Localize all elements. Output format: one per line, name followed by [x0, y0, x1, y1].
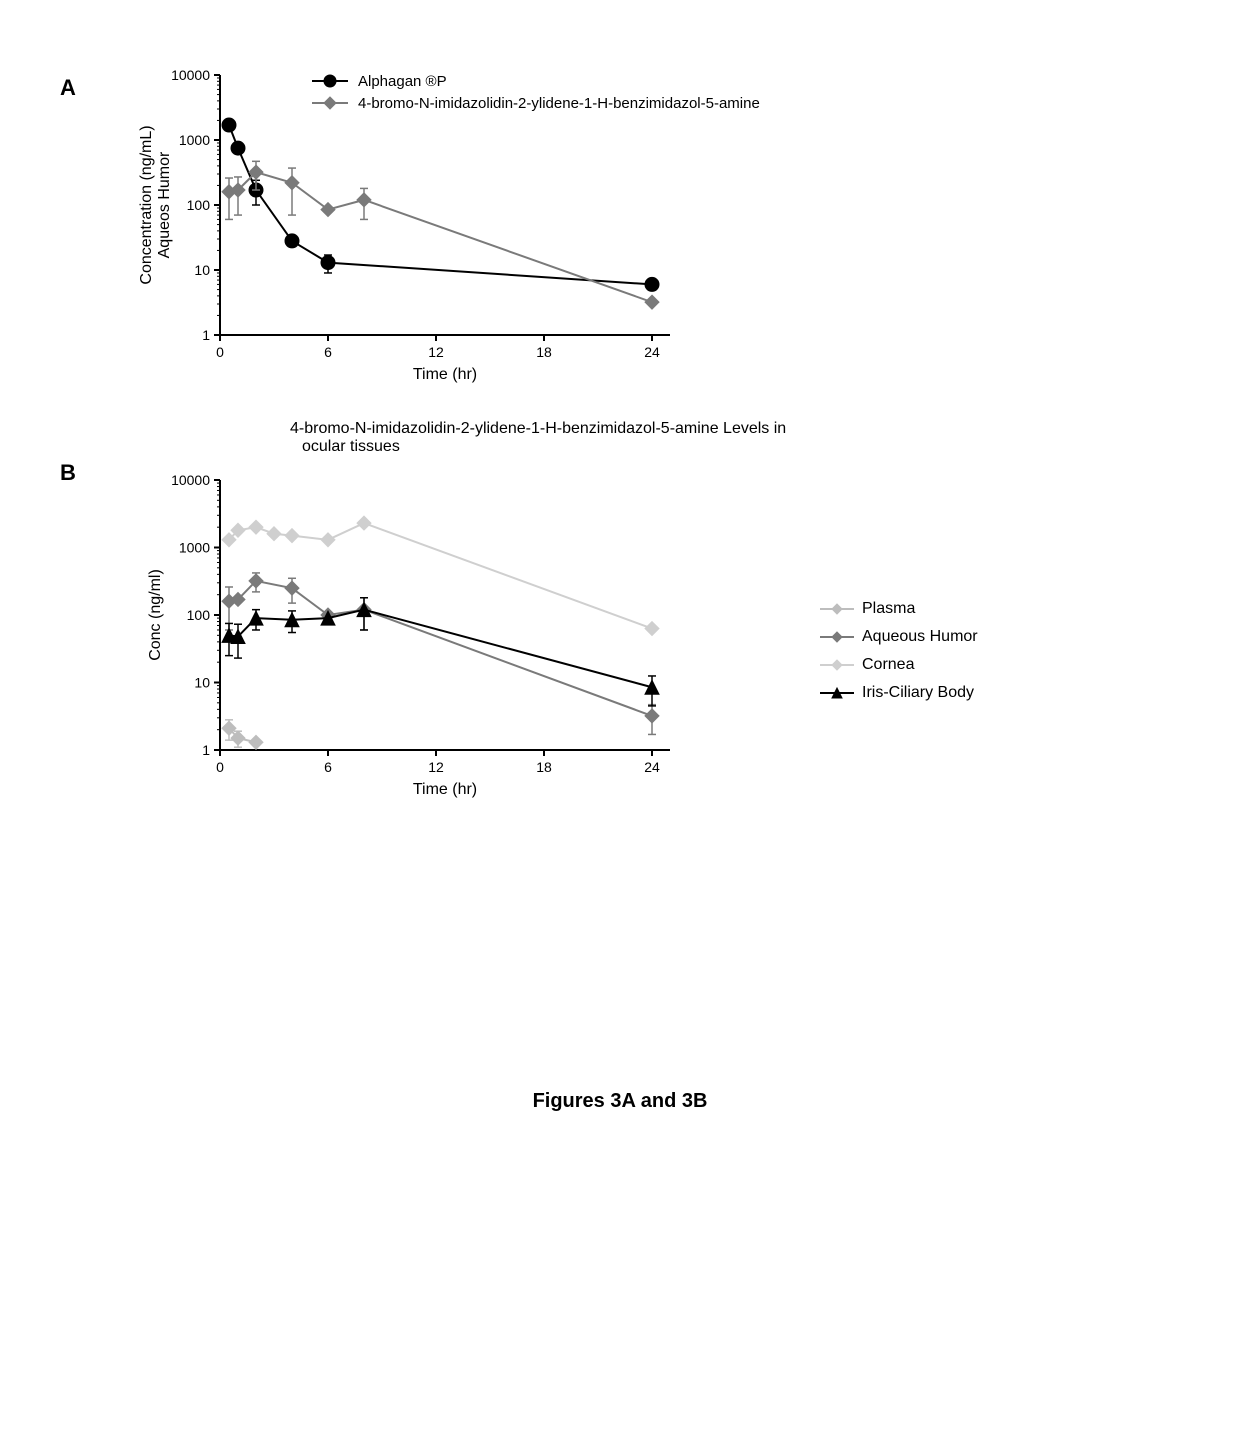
panel-a-label: A — [60, 75, 76, 101]
svg-text:10000: 10000 — [171, 472, 210, 488]
svg-text:Conc (ng/ml): Conc (ng/ml) — [147, 569, 164, 661]
svg-text:18: 18 — [536, 759, 552, 775]
svg-text:Time (hr): Time (hr) — [413, 781, 477, 798]
legend-swatch — [820, 685, 854, 701]
svg-text:Alphagan ®P: Alphagan ®P — [358, 73, 447, 90]
svg-text:10000: 10000 — [171, 67, 210, 83]
legend-label: Iris-Ciliary Body — [862, 684, 974, 702]
chart-b-legend: Plasma Aqueous Humor Cornea Iris-Ciliary Bo… — [820, 600, 978, 712]
svg-text:24: 24 — [644, 759, 660, 775]
legend-swatch — [820, 601, 854, 617]
legend-row: Iris-Ciliary Body — [820, 684, 978, 702]
svg-text:10: 10 — [194, 262, 210, 278]
legend-label: Plasma — [862, 600, 915, 618]
svg-text:18: 18 — [536, 344, 552, 360]
legend-row: Plasma — [820, 600, 978, 618]
svg-text:0: 0 — [216, 759, 224, 775]
legend-label: Cornea — [862, 656, 914, 674]
legend-swatch — [820, 657, 854, 673]
svg-text:1: 1 — [202, 327, 210, 343]
legend-label: Aqueous Humor — [862, 628, 978, 646]
chart-b-title-line: 4-bromo-N-imidazolidin-2-ylidene-1-H-ben… — [290, 420, 970, 438]
svg-text:Concentration (ng/mL): Concentration (ng/mL) — [138, 125, 155, 284]
svg-text:Aqueos Humor: Aqueos Humor — [156, 151, 173, 258]
svg-text:100: 100 — [187, 197, 211, 213]
legend-row: Cornea — [820, 656, 978, 674]
figure-caption: Figures 3A and 3B — [0, 1090, 1240, 1113]
svg-text:12: 12 — [428, 759, 444, 775]
legend-swatch — [820, 629, 854, 645]
chart-b-svg: 1 10 100 1000 10000 0 6 12 18 24 Time (hr) Conc (ng… — [110, 450, 810, 810]
svg-text:24: 24 — [644, 344, 660, 360]
svg-text:1000: 1000 — [179, 132, 210, 148]
svg-text:12: 12 — [428, 344, 444, 360]
svg-text:0: 0 — [216, 344, 224, 360]
svg-text:1: 1 — [202, 742, 210, 758]
panel-b-label: B — [60, 460, 76, 486]
svg-text:6: 6 — [324, 759, 332, 775]
legend-row: Aqueous Humor — [820, 628, 978, 646]
svg-text:1000: 1000 — [179, 540, 210, 556]
chart-a-container: 1 10 100 1000 10000 0 6 12 18 24 Time (hr) Aqueos H… — [110, 55, 930, 395]
chart-a-svg: 1 10 100 1000 10000 0 6 12 18 24 Time (hr) Aqueos H… — [110, 55, 930, 395]
figure-page: A 11010010001000006121824Time (hr)Aqueos… — [0, 0, 1240, 1442]
chart-b-container: 1 10 100 1000 10000 0 6 12 18 24 Time (hr) Conc (ng… — [110, 450, 810, 810]
svg-text:6: 6 — [324, 344, 332, 360]
svg-text:10: 10 — [194, 675, 210, 691]
svg-text:Time (hr): Time (hr) — [413, 366, 477, 383]
svg-text:100: 100 — [187, 607, 211, 623]
svg-text:4-bromo-N-imidazolidin-2-ylide: 4-bromo-N-imidazolidin-2-ylidene-1-H-ben… — [358, 95, 760, 112]
